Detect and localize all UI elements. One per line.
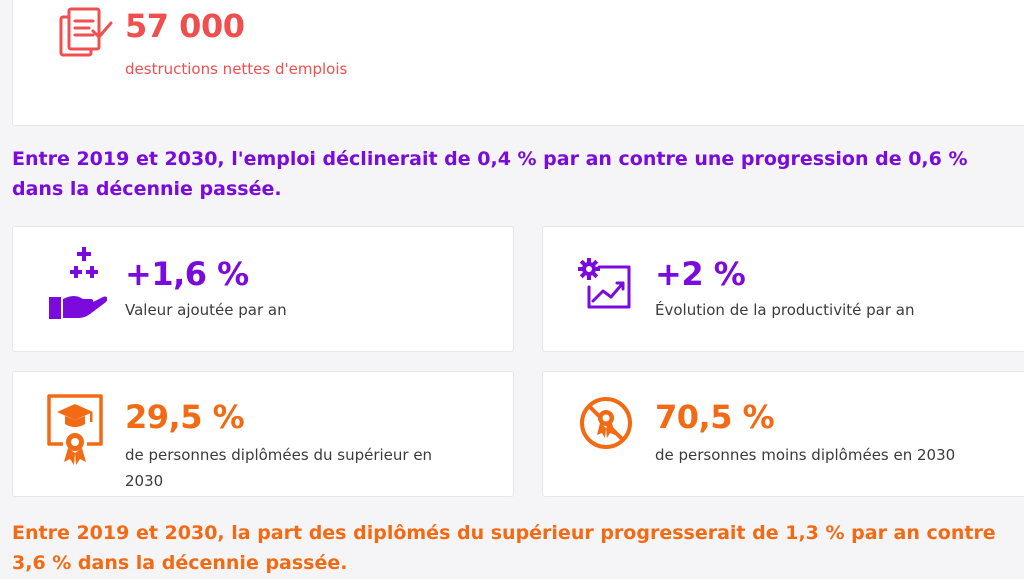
graduates-card: 29,5 % de personnes diplômées du supérie…	[12, 371, 514, 497]
non-graduates-value: 70,5 %	[655, 398, 775, 436]
job-destruction-label: destructions nettes d'emplois	[125, 60, 348, 78]
value-added-card: +1,6 % Valeur ajoutée par an	[12, 226, 514, 352]
no-diploma-badge-icon	[577, 394, 635, 452]
diploma-certificate-icon	[45, 392, 105, 470]
hand-plus-icon	[47, 245, 108, 323]
non-graduates-card: 70,5 % de personnes moins diplômées en 2…	[542, 371, 1024, 497]
graduates-value: 29,5 %	[125, 398, 245, 436]
graduates-summary: Entre 2019 et 2030, la part des diplômés…	[12, 522, 996, 574]
value-added-label: Valeur ajoutée par an	[125, 301, 287, 319]
gear-chart-icon	[577, 257, 637, 311]
graduates-label: de personnes diplômées du supérieur en 2…	[125, 446, 433, 490]
non-graduates-label: de personnes moins diplômées en 2030	[655, 446, 956, 464]
job-destruction-value: 57 000	[125, 7, 245, 45]
employment-summary: Entre 2019 et 2030, l'emploi déclinerait…	[12, 148, 968, 200]
productivity-card: +2 % Évolution de la productivité par an	[542, 226, 1024, 352]
document-checklist-icon	[57, 3, 117, 61]
productivity-label: Évolution de la productivité par an	[655, 301, 915, 319]
productivity-value: +2 %	[655, 255, 746, 293]
value-added-value: +1,6 %	[125, 255, 249, 293]
job-destruction-card: 57 000 destructions nettes d'emplois	[12, 0, 1024, 126]
